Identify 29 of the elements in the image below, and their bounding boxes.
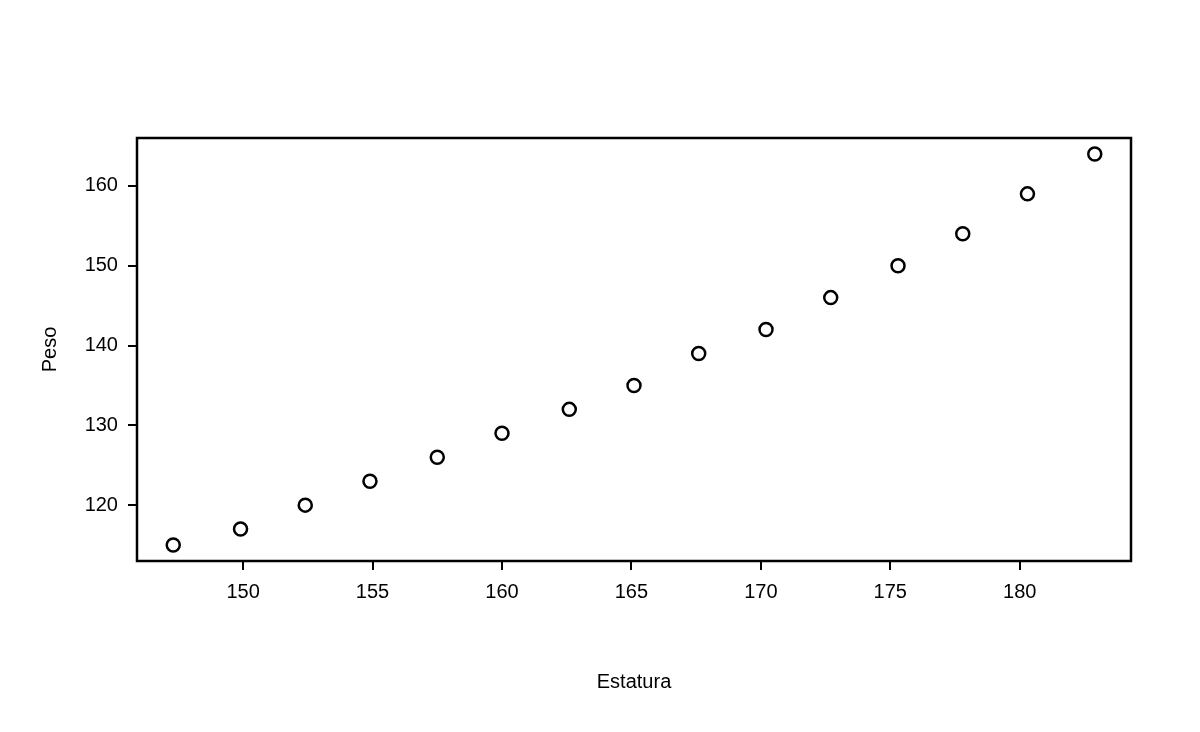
y-tick-label: 160 [84,173,118,196]
point [758,321,774,338]
y-tick-label: 140 [84,333,118,356]
point [494,425,510,442]
point [955,226,971,242]
x-tick-label: 175 [873,579,907,602]
x-tick-label: 170 [744,579,778,602]
point [626,377,642,394]
point [1087,146,1103,162]
y-tick-label: 120 [84,492,118,515]
point [1019,186,1036,202]
point [822,289,839,306]
x-tick-label: 160 [485,579,519,602]
point [297,497,314,513]
point [890,257,906,274]
point [690,345,707,362]
point [429,449,446,465]
x-tick-label: 165 [614,579,649,602]
point [165,537,181,553]
point [561,401,578,418]
x-tick-label: 180 [1003,579,1037,602]
point [362,473,378,489]
x-axis-title: Estatura [596,669,673,692]
x-tick-label: 155 [355,579,390,602]
y-tick-label: 130 [84,412,118,435]
point [232,521,249,537]
x-tick-label: 150 [226,579,260,602]
y-tick-label: 150 [84,253,118,276]
y-axis-title: Peso [37,326,60,373]
